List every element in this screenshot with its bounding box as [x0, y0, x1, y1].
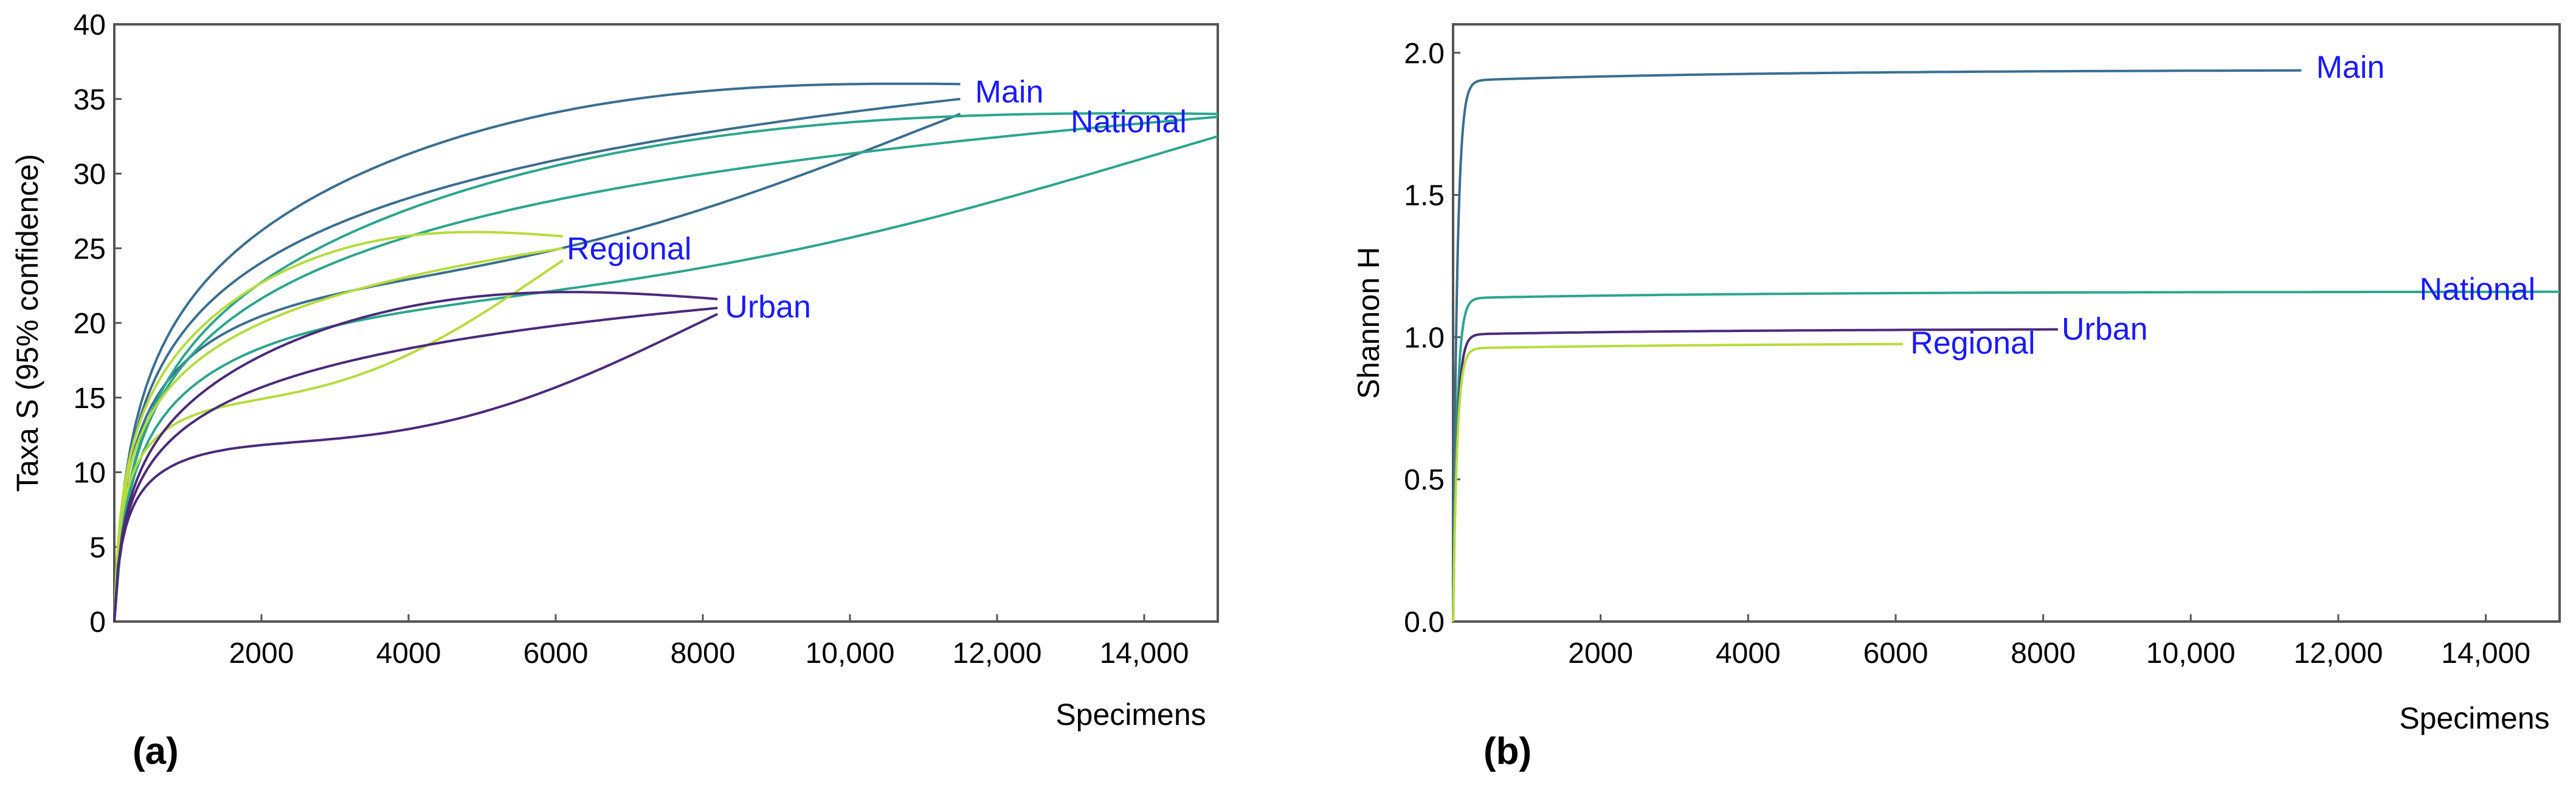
- panel-b-y-tick-label: 2.0: [1404, 38, 1445, 70]
- panel-b-main-label: Main: [2316, 50, 2385, 85]
- panel-b-x-tick-label: 10,000: [2146, 637, 2236, 670]
- panel-b-plot-frame: [1452, 23, 2561, 623]
- panel-a-urban-upper-line: [113, 291, 718, 622]
- panel-b-regional-label: Regional: [1910, 326, 2035, 361]
- panel-a-series-labels: Main National Regional Urban: [567, 74, 1187, 325]
- panel-b-x-axis-title: Specimens: [2399, 701, 2549, 735]
- panel-a-national-label: National: [1071, 105, 1187, 140]
- panel-b-axes: 2000 4000 6000 8000 10,000 12,000 14,000 0.0 0.5…: [1404, 38, 2530, 670]
- panel-b-x-tick-label: 12,000: [2294, 637, 2383, 670]
- panel-a-main-upper-line: [113, 82, 961, 622]
- panel-a-x-tick-label: 12,000: [953, 637, 1042, 670]
- panel-a-national-upper-line: [113, 112, 1218, 622]
- panel-a-curves: [113, 82, 1218, 622]
- panel-a-urban-estimate-line: [113, 307, 718, 622]
- panel-a-x-tick-label: 14,000: [1100, 637, 1189, 670]
- panel-a-y-tick-label: 0: [89, 606, 106, 639]
- panel-a-y-axis-title: Taxa S (95% confidence): [10, 154, 44, 492]
- panel-b-urban-line: [1452, 328, 2058, 622]
- panel-b-series-labels: Main National Urban Regional: [1910, 50, 2535, 361]
- panel-a-y-tick-label: 5: [89, 532, 106, 564]
- panel-b-y-tick-label: 1.5: [1404, 180, 1445, 212]
- panel-a-y-tick-label: 20: [74, 308, 106, 340]
- panel-b-label: (b): [1483, 730, 1531, 772]
- panel-a-main-estimate-line: [113, 97, 961, 622]
- panel-b-chart: 2000 4000 6000 8000 10,000 12,000 14,000 0.0 0.5…: [1352, 23, 2561, 772]
- panel-a-y-tick-label: 15: [74, 383, 106, 415]
- panel-a-x-tick-label: 2000: [229, 637, 294, 670]
- panel-a-urban-label: Urban: [725, 289, 811, 325]
- panel-b-y-tick-label: 0.0: [1404, 606, 1445, 639]
- panel-a-regional-label: Regional: [567, 231, 691, 266]
- panel-a-regional-estimate-line: [113, 247, 564, 622]
- panel-a-regional-upper-line: [113, 230, 564, 622]
- panel-a-main-label: Main: [975, 74, 1044, 109]
- panel-b-y-tick-label: 1.0: [1404, 322, 1445, 354]
- panel-b-urban-label: Urban: [2062, 311, 2148, 347]
- panel-b-national-line: [1452, 290, 2560, 622]
- panel-a-label: (a): [133, 730, 179, 772]
- panel-b-y-axis-title: Shannon H: [1352, 247, 1386, 399]
- panel-b-x-tick-label: 14,000: [2441, 637, 2530, 670]
- panel-a-x-tick-label: 8000: [671, 637, 736, 670]
- panel-b-x-tick-label: 4000: [1716, 637, 1781, 670]
- panel-a-x-tick-label: 10,000: [806, 637, 895, 670]
- panel-b-regional-line: [1452, 342, 1904, 622]
- panel-a-national-lower-line: [113, 135, 1218, 622]
- panel-a-chart: 2000 4000 6000 8000 10,000 12,000 14,000 0 5 10 15…: [10, 9, 1219, 772]
- panel-a-main-lower-line: [113, 113, 961, 622]
- panel-a-y-tick-label: 40: [74, 9, 106, 41]
- panel-b-curves: [1452, 69, 2560, 622]
- panel-a-y-tick-label: 10: [74, 457, 106, 490]
- panel-a-x-axis-title: Specimens: [1055, 698, 1206, 732]
- panel-b-x-tick-label: 6000: [1863, 637, 1929, 670]
- panel-b-main-line: [1452, 69, 2302, 622]
- panel-a-urban-lower-line: [113, 313, 719, 622]
- panel-a-y-tick-label: 25: [74, 233, 106, 265]
- panel-a-x-tick-label: 6000: [523, 637, 589, 670]
- panel-b-x-tick-label: 2000: [1568, 637, 1633, 670]
- panel-a-y-tick-label: 30: [74, 159, 106, 191]
- panel-b-x-tick-label: 8000: [2011, 637, 2076, 670]
- panel-a-regional-lower-line: [113, 259, 564, 622]
- panel-a-national-estimate-line: [113, 116, 1218, 622]
- panel-b-national-label: National: [2419, 272, 2535, 307]
- panel-a-y-tick-label: 35: [74, 84, 106, 116]
- panel-a-x-tick-label: 4000: [376, 637, 441, 670]
- panel-b-y-tick-label: 0.5: [1404, 464, 1445, 496]
- panel-a-axes: 2000 4000 6000 8000 10,000 12,000 14,000 0 5 10 15…: [74, 9, 1189, 670]
